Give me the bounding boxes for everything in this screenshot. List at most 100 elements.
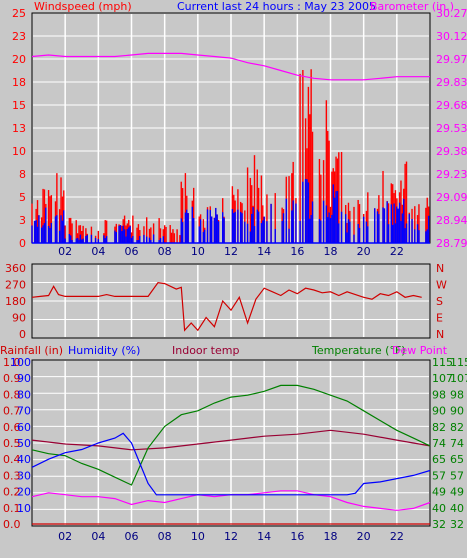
humidity-tick-label: 60 bbox=[17, 421, 31, 434]
wind-tick-label: 5 bbox=[19, 191, 26, 204]
x-tick-label: 02 bbox=[58, 530, 72, 543]
dew-point-label: Dew Point bbox=[392, 344, 448, 357]
rainfall-tick-label: 0.8 bbox=[3, 388, 21, 401]
temperature-tick-label: 40 bbox=[432, 502, 446, 515]
rainfall-label: Rainfall (in) bbox=[0, 344, 63, 357]
dew-point-tick-label: 57 bbox=[450, 469, 464, 482]
wind-panel-grid bbox=[33, 14, 429, 242]
temperature-tick-label: 90 bbox=[432, 405, 446, 418]
direction-trace bbox=[31, 282, 422, 332]
barometer-tick-label: 29.09 bbox=[436, 191, 467, 204]
climate-panel-grid bbox=[33, 361, 429, 525]
dew-point-tick-label: 49 bbox=[450, 486, 464, 499]
x-tick-label: 22 bbox=[390, 530, 404, 543]
humidity-trace bbox=[31, 432, 431, 496]
x-tick-label: 22 bbox=[390, 245, 404, 258]
barometer-tick-label: 28.79 bbox=[436, 237, 467, 250]
humidity-tick-label: 50 bbox=[17, 437, 31, 450]
temperature-tick-label: 115 bbox=[432, 356, 453, 369]
x-tick-label: 10 bbox=[191, 530, 205, 543]
temperature-tick-label: 107 bbox=[432, 372, 453, 385]
x-tick-label: 18 bbox=[324, 245, 338, 258]
compass-tick-label: W bbox=[436, 279, 447, 292]
humidity-tick-label: 80 bbox=[17, 388, 31, 401]
compass-tick-label: N bbox=[436, 328, 444, 341]
dew-point-tick-label: 115 bbox=[450, 356, 467, 369]
temperature-label: Temperature (°F) bbox=[311, 344, 406, 357]
humidity-tick-label: 100 bbox=[10, 356, 31, 369]
rainfall-tick-label: 0.2 bbox=[3, 486, 21, 499]
humidity-tick-label: 10 bbox=[17, 502, 31, 515]
wind-panel-ticks: 0 3 5 8 10 13 15 18 20 23 25 28.79 28.94 29.09 29.23 29… bbox=[12, 7, 467, 258]
barometer-tick-label: 29.38 bbox=[436, 145, 467, 158]
barometer-trace bbox=[31, 52, 430, 81]
indoor-temp-label: Indoor temp bbox=[172, 344, 239, 357]
x-tick-label: 06 bbox=[125, 530, 139, 543]
wind-tick-label: 20 bbox=[12, 53, 26, 66]
rainfall-tick-label: 0.9 bbox=[3, 372, 21, 385]
rainfall-tick-label: 0.4 bbox=[3, 453, 21, 466]
wind-tick-label: 10 bbox=[12, 145, 26, 158]
wind-axis-title: Windspeed (mph) bbox=[34, 0, 132, 13]
temperature-tick-label: 98 bbox=[432, 388, 446, 401]
chart-title: Current last 24 hours : May 23 2005 bbox=[177, 0, 376, 13]
x-tick-label: 20 bbox=[357, 530, 371, 543]
x-tick-label: 04 bbox=[91, 530, 105, 543]
humidity-tick-label: 70 bbox=[17, 405, 31, 418]
x-tick-label: 04 bbox=[91, 245, 105, 258]
temperature-tick-label: 32 bbox=[432, 518, 446, 531]
rainfall-tick-label: 0.0 bbox=[3, 518, 21, 531]
rainfall-tick-label: 0.3 bbox=[3, 469, 21, 482]
wind-tick-label: 13 bbox=[12, 122, 26, 135]
rainfall-tick-label: 0.5 bbox=[3, 437, 21, 450]
barometer-tick-label: 30.12 bbox=[436, 30, 467, 43]
humidity-label: Humidity (%) bbox=[68, 344, 140, 357]
climate-lines bbox=[31, 384, 431, 525]
barometer-tick-label: 29.68 bbox=[436, 99, 467, 112]
temperature-tick-label: 82 bbox=[432, 421, 446, 434]
x-tick-label: 08 bbox=[158, 245, 172, 258]
wind-tick-label: 15 bbox=[12, 99, 26, 112]
barometer-tick-label: 29.23 bbox=[436, 168, 467, 181]
wind-tick-label: 0 bbox=[19, 237, 26, 250]
x-tick-label: 16 bbox=[290, 245, 304, 258]
barometer-tick-label: 29.97 bbox=[436, 53, 467, 66]
direction-panel-grid bbox=[33, 265, 429, 337]
wind-tick-label: 8 bbox=[19, 168, 26, 181]
gust-bars bbox=[31, 178, 430, 244]
x-tick-label: 06 bbox=[125, 245, 139, 258]
humidity-tick-label: 90 bbox=[17, 372, 31, 385]
rainfall-tick-label: 0.1 bbox=[3, 502, 21, 515]
dew-point-tick-label: 40 bbox=[450, 502, 464, 515]
wind-tick-label: 23 bbox=[12, 30, 26, 43]
x-tick-label: 12 bbox=[224, 530, 238, 543]
direction-tick-label: 180 bbox=[5, 295, 26, 308]
temperature-trace bbox=[31, 384, 431, 486]
temperature-tick-label: 74 bbox=[432, 437, 446, 450]
direction-tick-label: 90 bbox=[12, 312, 26, 325]
barometer-tick-label: 29.53 bbox=[436, 122, 467, 135]
x-tick-label: 16 bbox=[290, 530, 304, 543]
dew-point-tick-label: 74 bbox=[450, 437, 464, 450]
climate-panel-ticks: 0.0 0.1 0.2 0.3 0.4 0.5 0.6 0.7 0.8 0.9 1.0 10 20 30 4… bbox=[3, 356, 467, 543]
x-tick-label: 08 bbox=[158, 530, 172, 543]
compass-tick-label: S bbox=[436, 295, 443, 308]
humidity-tick-label: 40 bbox=[17, 453, 31, 466]
humidity-tick-label: 20 bbox=[17, 486, 31, 499]
x-tick-label: 14 bbox=[257, 245, 271, 258]
dew-point-tick-label: 107 bbox=[450, 372, 467, 385]
rainfall-tick-label: 1.0 bbox=[3, 356, 21, 369]
temperature-tick-label: 49 bbox=[432, 486, 446, 499]
x-tick-label: 12 bbox=[224, 245, 238, 258]
indoor-temp-trace bbox=[31, 429, 431, 451]
temperature-tick-label: 65 bbox=[432, 453, 446, 466]
x-tick-label: 20 bbox=[357, 245, 371, 258]
barometer-line bbox=[31, 52, 430, 81]
direction-tick-label: 360 bbox=[5, 262, 26, 275]
temperature-tick-label: 57 bbox=[432, 469, 446, 482]
barometer-tick-label: 28.94 bbox=[436, 214, 467, 227]
dew-point-tick-label: 82 bbox=[450, 421, 464, 434]
dew-point-tick-label: 32 bbox=[450, 518, 464, 531]
